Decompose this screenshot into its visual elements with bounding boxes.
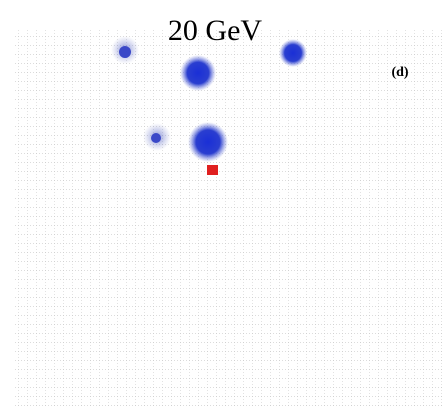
deposit [279,39,307,67]
seed-cell [207,165,218,175]
event-display: 20 GeV (d) [0,0,445,409]
deposit [151,133,161,143]
deposit [180,55,216,91]
grid [14,28,442,406]
deposit [119,46,131,58]
title: 20 GeV [168,14,262,47]
panel-label: (d) [391,65,408,80]
deposit [188,122,228,162]
